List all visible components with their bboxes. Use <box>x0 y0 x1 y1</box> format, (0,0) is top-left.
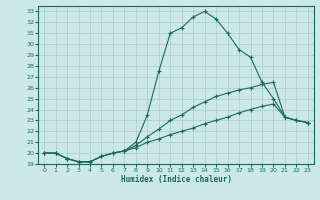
X-axis label: Humidex (Indice chaleur): Humidex (Indice chaleur) <box>121 175 231 184</box>
